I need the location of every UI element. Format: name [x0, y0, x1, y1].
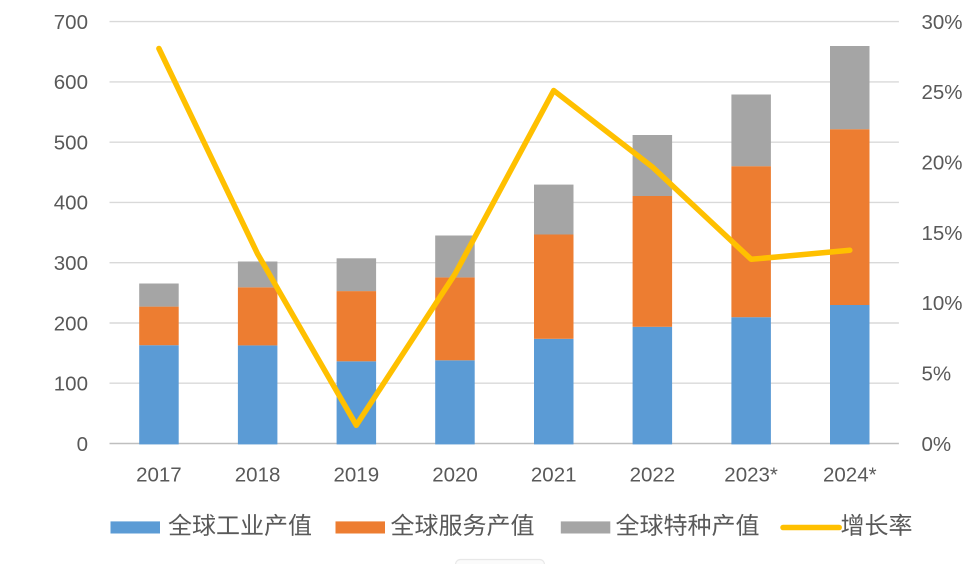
svg-text:30%: 30% [922, 11, 963, 34]
svg-text:2024*: 2024* [823, 463, 877, 486]
svg-text:2022: 2022 [630, 463, 676, 486]
svg-text:2021: 2021 [531, 463, 577, 486]
svg-text:5%: 5% [922, 363, 952, 386]
svg-text:100: 100 [54, 373, 88, 396]
svg-text:700: 700 [54, 11, 88, 34]
svg-text:2023*: 2023* [724, 463, 778, 486]
svg-text:25%: 25% [922, 81, 963, 104]
svg-text:400: 400 [54, 192, 88, 215]
svg-text:20%: 20% [922, 152, 963, 175]
svg-text:0%: 0% [922, 433, 952, 456]
svg-text:600: 600 [54, 71, 88, 94]
svg-text:300: 300 [54, 252, 88, 275]
svg-text:500: 500 [54, 132, 88, 155]
svg-text:10%: 10% [922, 292, 963, 315]
svg-text:0: 0 [77, 433, 88, 456]
svg-text:2017: 2017 [136, 463, 182, 486]
svg-text:15%: 15% [922, 222, 963, 245]
svg-text:2018: 2018 [235, 463, 281, 486]
svg-text:2019: 2019 [333, 463, 379, 486]
svg-text:200: 200 [54, 312, 88, 335]
svg-text:2020: 2020 [432, 463, 478, 486]
